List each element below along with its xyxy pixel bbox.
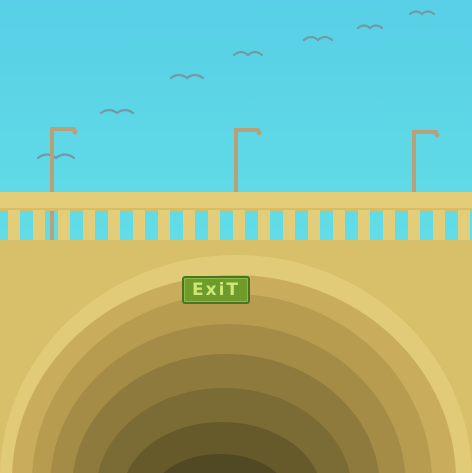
bird-icon (232, 50, 264, 57)
bird-icon (99, 108, 135, 115)
bird-icon (169, 73, 205, 80)
birds (36, 10, 436, 160)
tunnel (0, 255, 472, 473)
exit-sign-button[interactable]: ExiT (182, 276, 250, 304)
exit-sign-label: ExiT (191, 279, 240, 300)
bird-icon (356, 24, 384, 30)
bridge-railing (0, 192, 472, 242)
bird-icon (36, 153, 76, 160)
bird-icon (408, 10, 436, 16)
bird-icon (302, 35, 334, 42)
